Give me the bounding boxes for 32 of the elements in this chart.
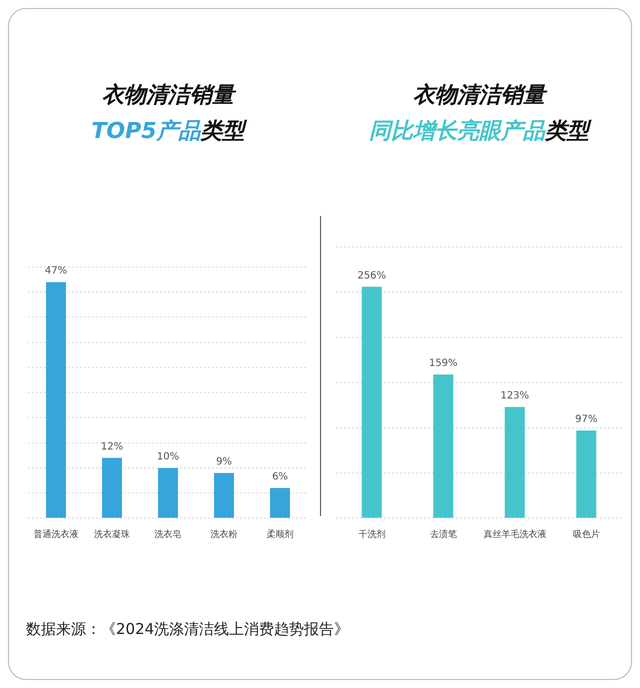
data-label: 9% <box>216 456 232 468</box>
data-label: 10% <box>156 452 180 463</box>
bar <box>270 488 290 518</box>
x-tick-label: 干洗剂 <box>358 528 386 540</box>
bar <box>158 468 178 518</box>
x-tick-label: 吸色片 <box>572 528 600 540</box>
data-label: 123% <box>500 390 530 402</box>
data-label: 256% <box>357 270 386 282</box>
x-tick-label: 洗衣粉 <box>210 528 238 540</box>
chart-subtitle: TOP5产品类型 <box>91 119 245 144</box>
bar <box>433 374 454 518</box>
chart-title: 衣物清洁销量 <box>412 82 548 110</box>
x-tick-label: 真丝羊毛洗衣液 <box>483 528 546 540</box>
chart-title: 衣物清洁销量 <box>101 82 238 110</box>
data-label: 159% <box>428 358 458 370</box>
x-tick-label: 去渍笔 <box>430 528 457 540</box>
data-label: 12% <box>100 442 124 453</box>
x-tick-label: 洗衣凝珠 <box>94 528 130 540</box>
chart-subtitle: 同比增长亮眼产品类型 <box>369 119 589 144</box>
data-label: 97% <box>575 414 598 426</box>
bar <box>504 407 525 518</box>
x-tick-label: 洗衣皂 <box>154 528 182 540</box>
x-tick-label: 柔顺剂 <box>266 528 294 540</box>
bar <box>214 472 234 518</box>
x-tick-label: 普通洗衣液 <box>34 528 78 540</box>
bar <box>362 286 382 518</box>
data-label: 47% <box>44 266 68 277</box>
bar <box>576 430 596 518</box>
bar <box>46 282 66 518</box>
source-note: 数据来源：《2024洗涤清洁线上消费趋势报告》 <box>26 620 350 639</box>
data-label: 6% <box>272 472 288 483</box>
bar <box>102 458 122 518</box>
